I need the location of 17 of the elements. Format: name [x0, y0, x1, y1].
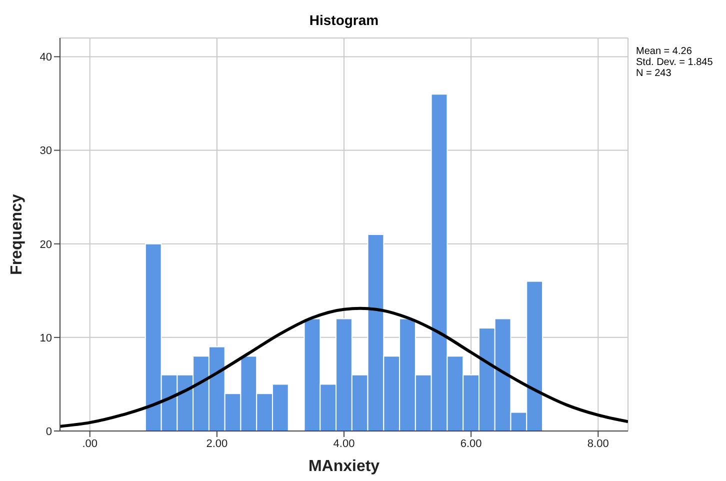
text: Mean = 4.26 [636, 46, 693, 57]
x-tick-label: 8.00 [587, 438, 609, 450]
y-axis-title: Frequency [8, 194, 26, 275]
y-tick-label: 40 [40, 52, 52, 64]
x-tick-label: 4.00 [333, 438, 355, 450]
chart-title: Histogram [308, 12, 380, 28]
y-tick-label: 20 [40, 238, 52, 251]
line-series [60, 306, 628, 428]
y-tick-label: 10 [40, 332, 52, 344]
text: N = 243 [636, 68, 672, 79]
x-tick-label: .00 [82, 438, 98, 450]
y-tick-label: 0 [46, 426, 52, 438]
x-tick-label: 2.00 [206, 438, 228, 450]
y-tick-label: 30 [40, 145, 52, 158]
text: Std. Dev. = 1.845 [636, 57, 713, 68]
x-tick-label: 6.00 [460, 438, 482, 450]
x-axis-title: MAnxiety [308, 458, 380, 475]
